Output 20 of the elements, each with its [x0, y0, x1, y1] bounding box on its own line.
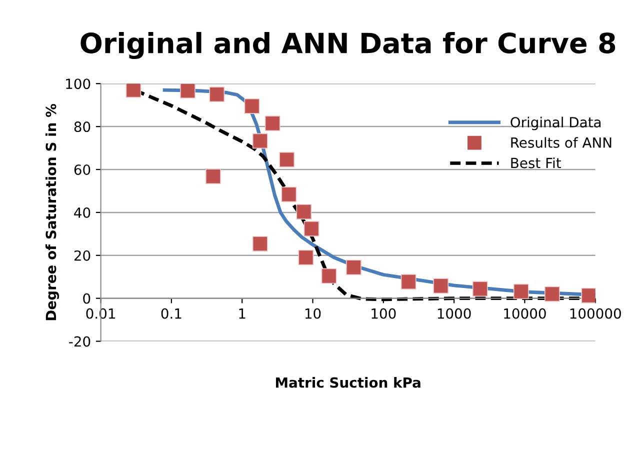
legend-label: Original Data [510, 116, 601, 130]
x-tick-label: 0.1 [161, 308, 182, 319]
x-tick-label: 1 [239, 308, 246, 319]
y-tick-label: 20 [74, 250, 90, 261]
legend-label: Results of ANN [511, 137, 612, 148]
y-tick-label: 100 [66, 78, 90, 90]
x-axis-title: Matric Suction kPa [276, 377, 420, 388]
legend-label: Best Fit [511, 158, 561, 168]
chart-title: Original and ANN Data for Curve 8 [80, 32, 616, 60]
x-tick-label: 10000 [504, 308, 546, 319]
x-tick-label: 1000 [438, 308, 471, 319]
y-tick-label: 40 [74, 207, 90, 218]
x-tick-label: 100 [372, 308, 396, 319]
y-tick-label: 0 [83, 293, 90, 304]
x-tick-label: 100000 [570, 308, 621, 319]
y-tick-label: 60 [74, 164, 90, 175]
y-axis-title: Degree of Saturation S in % [45, 104, 60, 320]
y-tick-label: -20 [69, 336, 90, 347]
y-tick-label: 80 [74, 122, 90, 132]
x-tick-label: 10 [305, 308, 321, 319]
